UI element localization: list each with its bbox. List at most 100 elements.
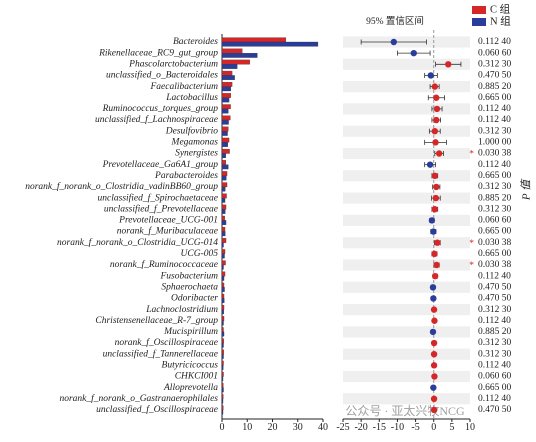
bar: [221, 360, 224, 366]
diff-tick-label: -25: [336, 422, 349, 433]
row-stripe: [343, 304, 470, 316]
bar: [221, 305, 225, 310]
bar: [221, 64, 238, 69]
p-value: 0.885 20: [478, 193, 512, 203]
diff-tick-label: -20: [354, 422, 367, 433]
category-label: Ruminococcus_torques_group: [102, 104, 219, 114]
diff-tick-label: -5: [411, 422, 419, 433]
watermark: 公众号 · 亚太兴牧NCG: [345, 403, 465, 418]
bar: [221, 287, 225, 292]
category-label: Rikenellaceae_RC9_gut_group: [98, 48, 218, 58]
bar: [221, 82, 233, 87]
diff-point: [390, 38, 397, 46]
bar: [221, 349, 224, 355]
sig-mark: *: [469, 239, 474, 249]
category-label: Sphaerochaeta: [161, 282, 218, 292]
bar: [221, 409, 224, 415]
bar: [221, 226, 226, 232]
diff-point: [427, 72, 435, 79]
category-label: Phascolarctobacterium: [128, 59, 218, 69]
diff-point: [431, 317, 438, 324]
diff-point: [432, 139, 439, 146]
diff-point: [431, 206, 439, 213]
bar: [221, 209, 226, 214]
p-value: 0.112 40: [478, 394, 511, 404]
category-label: norank_f_norank_o_Clostridia_vadinBB60_g…: [25, 181, 218, 192]
diff-point: [431, 128, 439, 135]
category-label: Fusobacterium: [159, 271, 218, 281]
row-stripe: [343, 125, 470, 137]
p-value: 0.665 00: [478, 93, 512, 103]
diff-point: [433, 105, 441, 113]
row-stripe: [343, 348, 470, 360]
category-label: norank_f_norank_o_Clostridia_UCG-014: [57, 237, 218, 248]
x-tick-label: 20: [268, 422, 278, 433]
bar: [221, 264, 224, 270]
diff-tick-label: -15: [373, 422, 386, 433]
p-value: 0.030 38: [478, 149, 512, 159]
bar: [221, 398, 224, 404]
p-value: 0.312 30: [478, 349, 512, 359]
bar: [221, 182, 228, 188]
row-stripe: [343, 192, 470, 204]
bar: [221, 75, 235, 80]
bar: [221, 197, 226, 203]
bar: [221, 293, 225, 299]
bar: [221, 394, 224, 399]
diff-point: [430, 339, 438, 347]
p-value: 0.665 00: [478, 383, 512, 393]
diff-point: [431, 250, 438, 258]
bar: [221, 220, 227, 225]
category-label: Mucispirillum: [163, 327, 218, 337]
row-stripe: [343, 170, 470, 182]
row-stripe: [343, 214, 470, 226]
bar: [221, 175, 227, 181]
category-label: Christensenellaceae_R-7_group: [95, 316, 218, 326]
diff-point: [431, 83, 439, 90]
bar: [221, 104, 231, 110]
bar: [221, 70, 233, 76]
bar: [221, 405, 224, 411]
bar: [221, 260, 226, 266]
category-label: norank_f_Muribaculaceae: [117, 226, 218, 237]
category-label: unclassified_f_Tannerellaceae: [103, 348, 218, 359]
diff-point: [433, 261, 440, 269]
diff-point: [410, 49, 417, 57]
bar: [221, 115, 231, 121]
diff-point: [430, 362, 438, 369]
bar: [221, 231, 226, 237]
category-label: UCG-005: [181, 249, 219, 259]
category-label: CHKCI001: [175, 372, 218, 382]
p-value: 0.112 40: [478, 160, 511, 170]
p-value: 0.060 60: [478, 48, 512, 58]
category-label: norank_f_norank_o_Gastranaerophilales: [59, 393, 218, 404]
bar: [221, 142, 228, 147]
bar: [221, 371, 224, 377]
category-label: norank_f_Oscillospiraceae: [115, 337, 218, 348]
bar: [221, 238, 227, 243]
bar: [221, 153, 226, 159]
diff-point: [430, 306, 438, 313]
row-stripe: [343, 147, 470, 160]
diff-tick-label: 10: [465, 422, 475, 433]
row-stripe: [343, 326, 470, 338]
category-label: Bacteroides: [173, 37, 218, 47]
category-label: Desulfovibrio: [165, 125, 218, 136]
p-value: 0.060 60: [478, 216, 512, 226]
bar: [221, 376, 224, 382]
diff-point: [428, 217, 436, 224]
category-label: unclassified_f_Oscillospiraceae: [96, 404, 218, 415]
x-tick-label: 30: [293, 422, 303, 433]
p-value: 0.112 40: [478, 37, 511, 47]
category-label: Odoribacter: [171, 294, 218, 304]
ci-title: 95% 置信区间: [366, 15, 424, 27]
bar: [221, 97, 230, 103]
diff-point: [431, 373, 438, 380]
diff-point: [430, 395, 438, 402]
diff-point: [435, 150, 443, 157]
p-value: 0.060 60: [478, 372, 512, 382]
bar: [221, 383, 224, 388]
row-stripe: [343, 370, 470, 383]
bar: [221, 271, 226, 277]
category-label: Faecalibacterium: [149, 82, 218, 92]
